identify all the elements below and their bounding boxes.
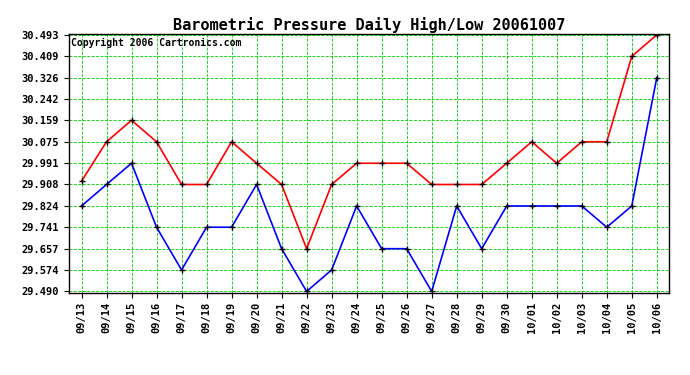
Text: Copyright 2006 Cartronics.com: Copyright 2006 Cartronics.com bbox=[71, 38, 242, 48]
Title: Barometric Pressure Daily High/Low 20061007: Barometric Pressure Daily High/Low 20061… bbox=[173, 16, 565, 33]
